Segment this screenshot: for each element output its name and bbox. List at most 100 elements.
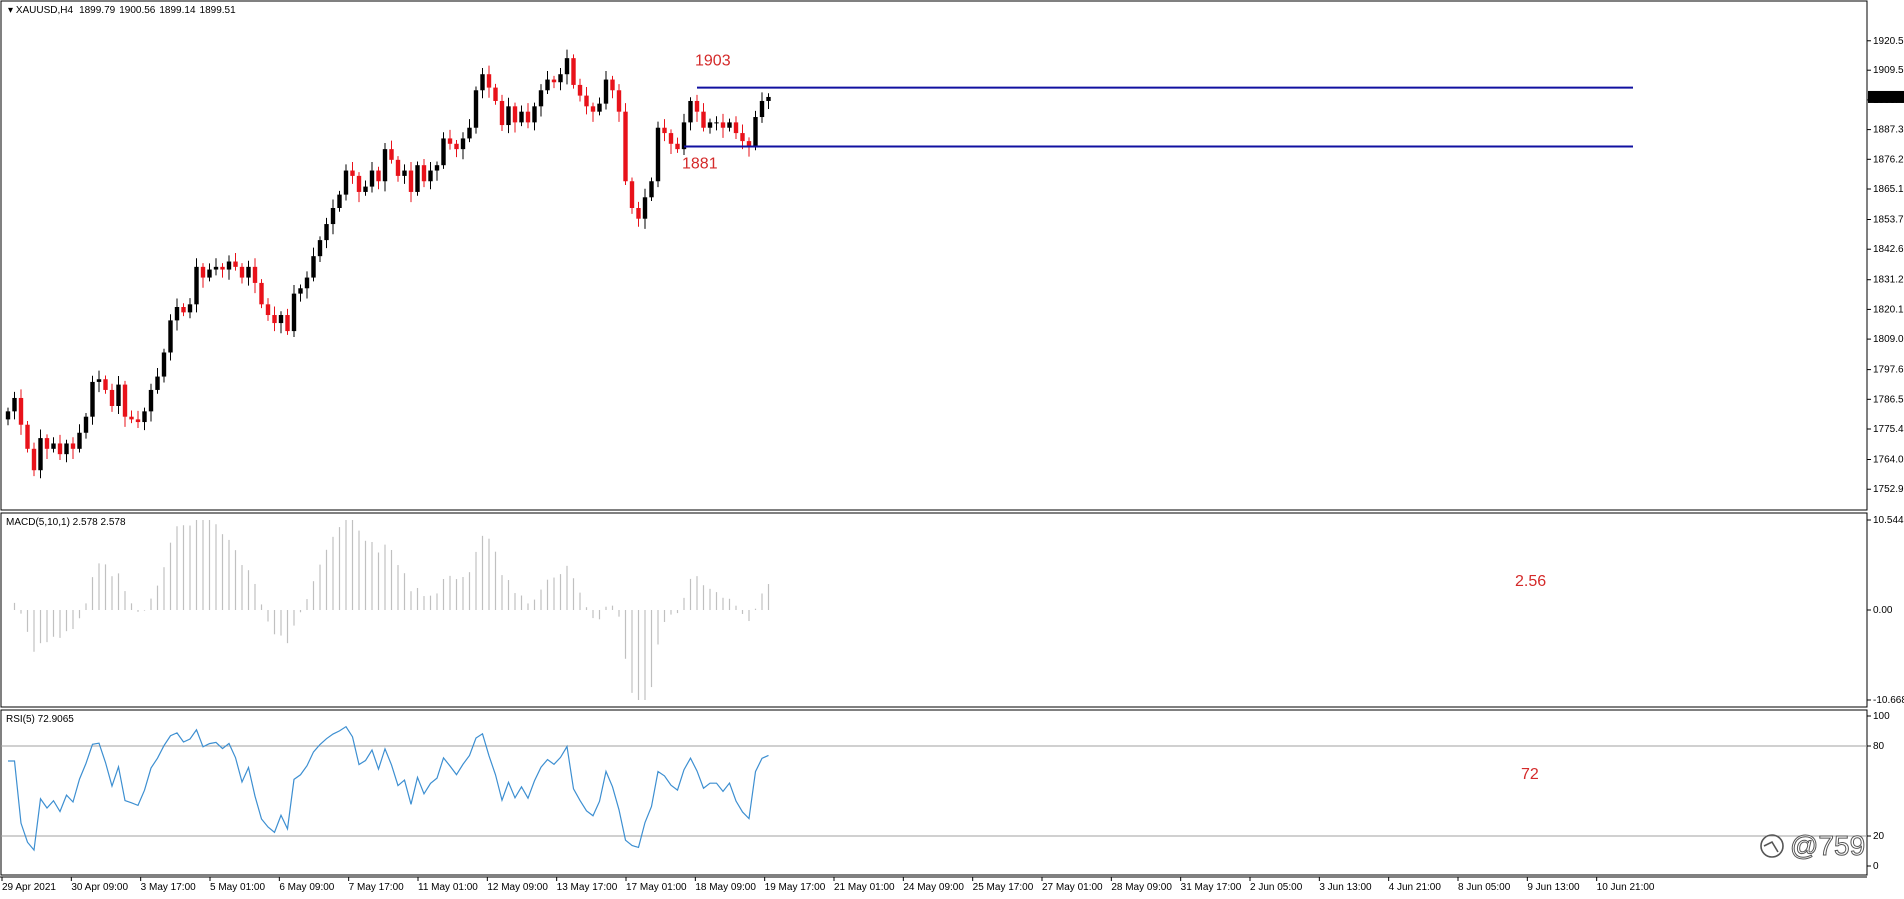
candle-body [766,96,771,101]
candle-body [174,307,180,321]
candle-body [590,106,596,112]
candle-body [733,122,739,134]
rsi-tick-label: 80 [1873,741,1885,752]
candle-body [5,411,11,420]
candle-body [636,208,641,219]
candle-body [109,389,115,406]
ohlc-close: 1899.51 [200,5,237,16]
chart-header: ▾ XAUUSD,H4 1899.79 1900.56 1899.14 1899.51 [8,5,236,16]
candle-body [655,127,661,182]
candle-body [688,100,693,123]
rsi-panel[interactable]: RSI(5) 72.9065 72 [0,709,1868,876]
time-tick-label: 10 Jun 21:00 [1597,882,1655,893]
candle-body [571,58,576,85]
time-tick-label: 18 May 09:00 [695,882,756,893]
time-tick-label: 3 May 17:00 [141,882,196,893]
price-candles: 1903 1881 [5,49,1633,479]
candle-body [291,293,297,332]
candle-body [278,315,284,324]
ohlc-low: 1899.14 [159,5,196,16]
candle-body [83,416,89,433]
candle-body [577,84,583,96]
rsi-tick-label: 0 [1873,861,1879,872]
candle-body [324,224,329,241]
candle-body [603,79,609,104]
candle-body [90,381,95,417]
ohlc-high: 1900.56 [119,5,156,16]
candle-body [330,208,336,225]
candle-body [532,106,537,123]
candle-body [142,411,147,423]
candle-body [135,419,141,423]
candle-body [70,443,76,449]
dropdown-triangle-icon[interactable]: ▾ [8,5,16,16]
candle-body [25,424,30,449]
price-tick-label: 1842.6 [1873,244,1904,255]
candle-body [506,106,511,126]
time-tick-label: 2 Jun 05:00 [1250,882,1303,893]
time-tick-label: 27 May 01:00 [1042,882,1103,893]
candle-body [616,90,622,112]
macd-panel[interactable]: MACD(5,10,1) 2.578 2.578 2.56 [0,512,1868,708]
candle-body [525,111,531,123]
time-axis: 29 Apr 2021 30 Apr 09:00 3 May 17:00 5 May … [0,876,1867,893]
candle-body [668,133,674,144]
time-tick-label: 30 Apr 09:00 [71,882,128,893]
price-tick-label: 1920.5 [1873,36,1904,47]
candle-body [597,103,602,112]
price-axis: 1920.51909.51898.41887.31876.21865.11853… [1867,36,1904,495]
price-tick-label: 1909.5 [1873,65,1904,76]
time-tick-label: 8 Jun 05:00 [1458,882,1511,893]
last-price-label: 1899.5 [1873,92,1904,103]
candle-body [18,397,24,425]
candle-body [298,288,303,294]
candle-body [213,266,219,270]
price-tick-label: 1853.7 [1873,215,1904,226]
candle-body [714,122,719,124]
macd-tick-label: 10.544 [1873,515,1904,526]
candle-body [551,79,557,83]
macd-label: MACD(5,10,1) 2.578 2.578 [6,517,126,528]
time-tick-label: 24 May 09:00 [903,882,964,893]
macd-histogram [13,520,770,700]
candle-body [707,122,713,128]
price-tick-label: 1887.3 [1873,125,1904,136]
candle-body [538,90,544,107]
time-tick-label: 4 Jun 21:00 [1389,882,1442,893]
candle-body [122,384,128,417]
price-tick-label: 1752.9 [1873,484,1904,495]
price-panel[interactable]: 1903 1881 ▾ XAUUSD,H4 1899.79 1900.56 1899.1… [0,0,1868,511]
time-tick-label: 31 May 17:00 [1181,882,1242,893]
price-tick-label: 1775.4 [1873,424,1904,435]
candle-body [155,376,160,390]
candle-body [181,307,186,313]
candle-body [44,438,50,449]
candle-body [272,315,277,324]
candle-body [642,197,648,219]
price-tick-label: 1797.6 [1873,365,1904,376]
candle-body [285,315,290,332]
candle-body [389,149,394,160]
candle-body [161,352,167,377]
candle-body [473,90,479,128]
time-tick-label: 25 May 17:00 [973,882,1034,893]
price-tick-label: 1831.2 [1873,275,1904,286]
candle-body [759,100,765,118]
candle-body [454,143,459,150]
candle-body [129,416,134,420]
candle-body [727,122,732,128]
time-tick-label: 5 May 01:00 [210,882,265,893]
candle-body [220,266,225,270]
candle-body [662,127,667,134]
candle-body [12,397,17,412]
macd-tick-label: -10.668 [1873,695,1904,706]
candle-body [564,58,570,75]
candle-body [148,389,154,412]
rsi-tick-label: 100 [1873,711,1890,722]
price-tick-label: 1865.1 [1873,184,1904,195]
ohlc-open: 1899.79 [79,5,116,16]
price-tick-label: 1764.0 [1873,455,1904,466]
candle-body [356,175,362,192]
symbol-label: XAUUSD,H4 [16,5,74,16]
macd-value-annotation: 2.56 [1515,573,1546,590]
